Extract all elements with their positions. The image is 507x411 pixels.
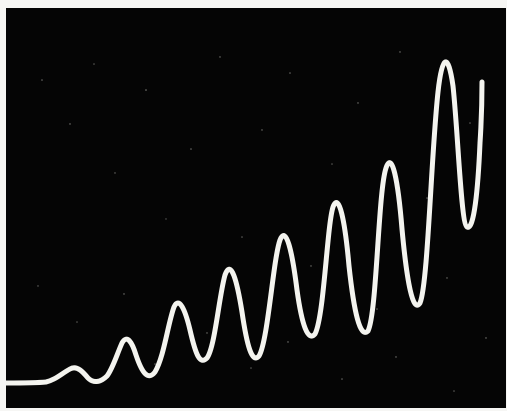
noise-dot [289,72,291,74]
noise-dot [145,89,147,91]
noise-dot [453,390,455,392]
noise-dot [190,148,192,150]
noise-dot [93,63,95,65]
noise-dot [114,172,116,174]
noise-dot [241,236,243,238]
noise-dot [165,218,167,220]
noise-dot [446,277,448,279]
noise-dot [399,51,401,53]
noise-dot [357,102,359,104]
speckle-noise [37,51,487,392]
oscilloscope-svg [6,8,506,408]
noise-dot [154,363,156,365]
noise-dot [219,56,221,58]
screen-background [6,8,506,408]
noise-dot [37,285,39,287]
waveform-trace [6,59,485,386]
noise-dot [206,332,208,334]
noise-dot [76,321,78,323]
noise-dot [41,79,43,81]
noise-dot [261,129,263,131]
noise-dot [395,356,397,358]
noise-dot [331,163,333,165]
noise-dot [310,265,312,267]
noise-dot [287,341,289,343]
oscilloscope-screen [6,8,506,408]
noise-dot [469,122,471,124]
noise-dot [485,337,487,339]
noise-dot [376,308,378,310]
noise-dot [341,378,343,380]
noise-dot [250,367,252,369]
noise-dot [426,197,428,199]
noise-dot [69,123,71,125]
noise-dot [123,293,125,295]
